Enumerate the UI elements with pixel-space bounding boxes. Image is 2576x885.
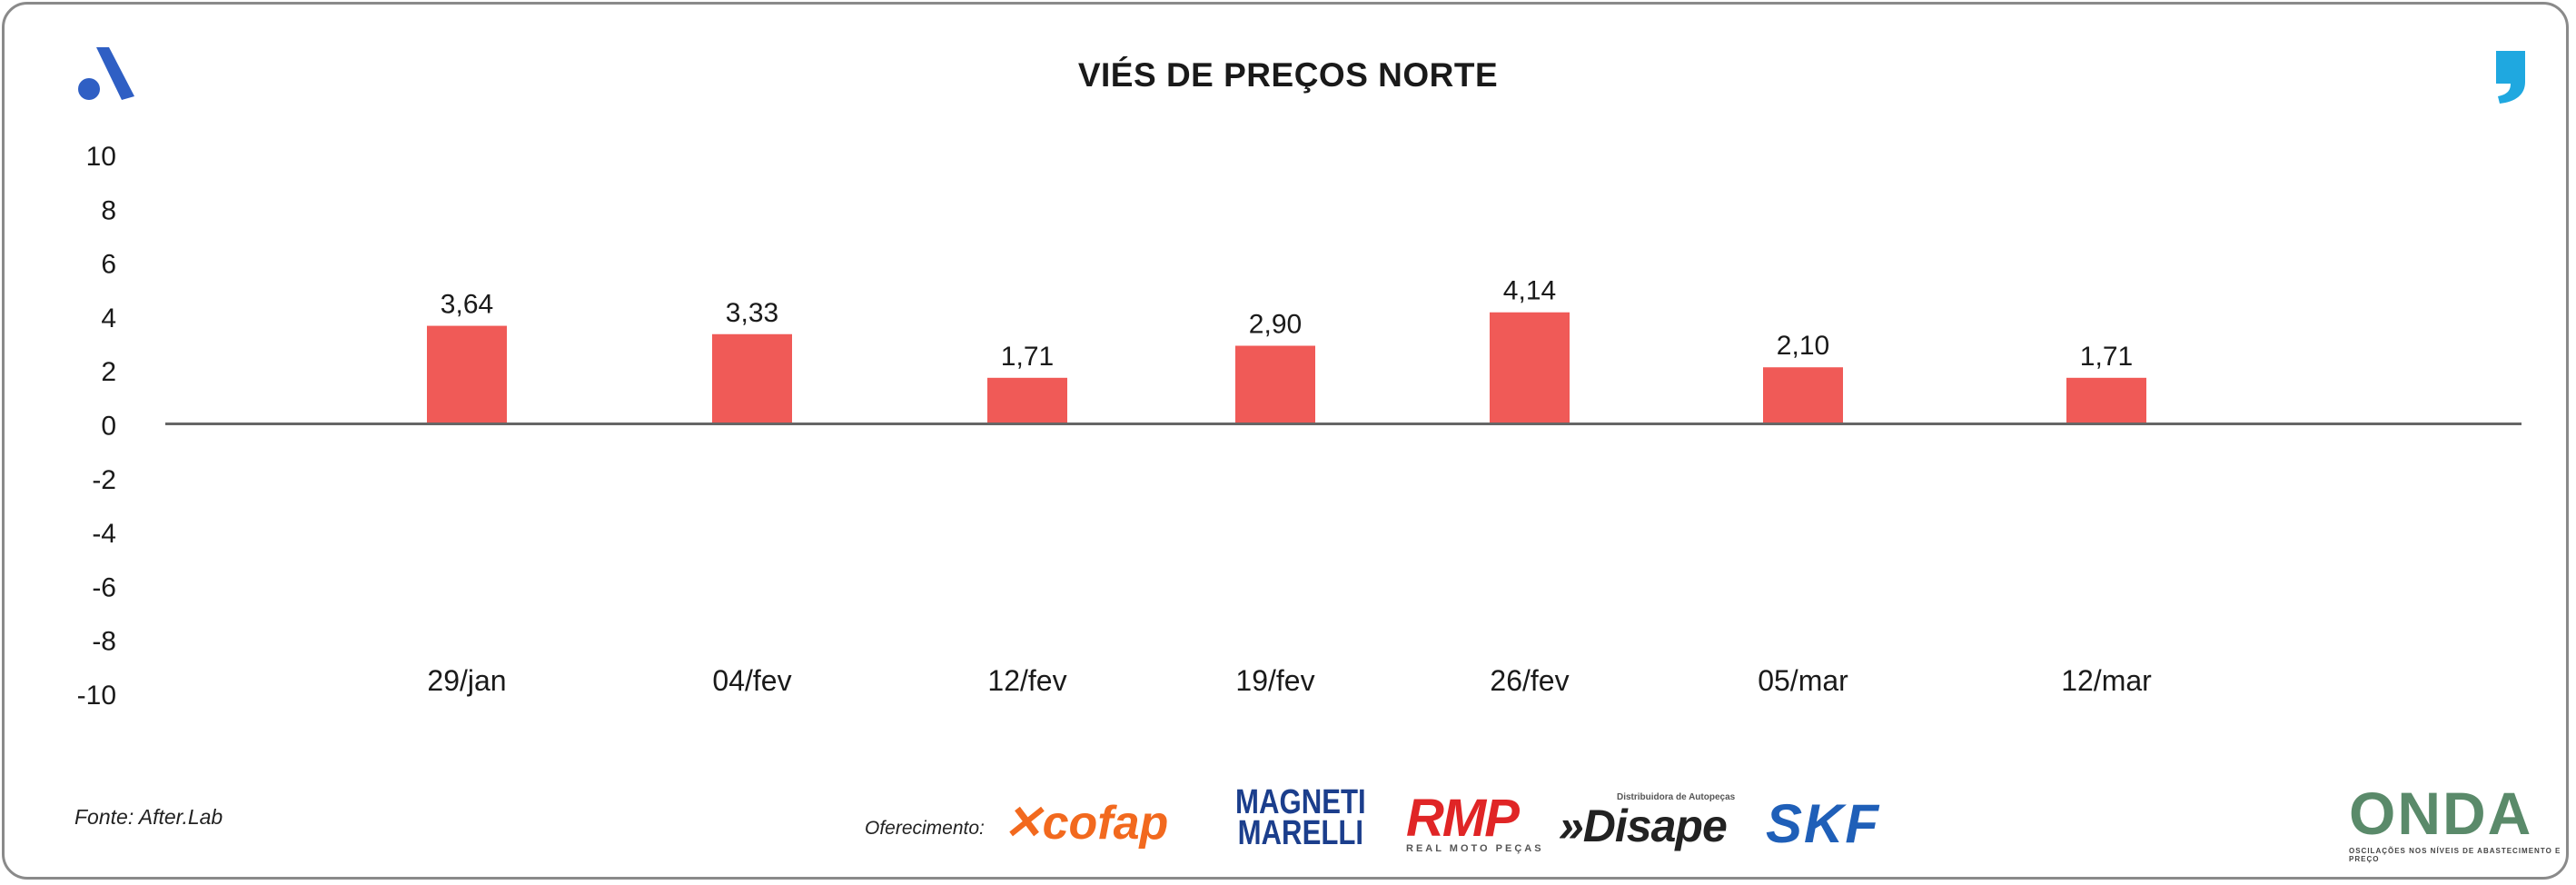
onda-wordmark: ONDA: [2349, 780, 2533, 847]
data-label: 4,14: [1503, 276, 1556, 306]
quote-comma-icon: [2496, 51, 2525, 104]
cofap-logo: ✕cofap: [1003, 796, 1168, 850]
data-label: 1,71: [1001, 342, 1054, 372]
cofap-mark-icon: ✕: [1003, 797, 1043, 850]
chart-title: VIÉS DE PREÇOS NORTE: [1077, 56, 1499, 94]
y-tick-label: 6: [101, 250, 116, 280]
source-note: Fonte: After.Lab: [74, 805, 223, 829]
skf-logo: SKF: [1766, 793, 1880, 854]
magneti-line2: MARELLI: [1237, 814, 1364, 852]
y-tick-label: -4: [92, 519, 116, 549]
x-tick-label: 04/fev: [712, 664, 791, 697]
data-label: 2,10: [1777, 331, 1829, 361]
disape-wordmark: »Disape: [1559, 800, 1728, 851]
sponsor-label: Oferecimento:: [865, 818, 985, 839]
y-tick-label: -2: [92, 465, 116, 495]
y-tick-label: -8: [92, 627, 116, 657]
x-tick-label: 26/fev: [1490, 664, 1569, 697]
y-tick-label: -6: [92, 572, 116, 602]
data-label: 3,33: [726, 298, 778, 328]
data-label: 1,71: [2080, 342, 2133, 372]
y-tick-label: -10: [77, 681, 116, 711]
cofap-wordmark: cofap: [1042, 797, 1169, 850]
bar: [2066, 377, 2146, 424]
rmp-tagline: REAL MOTO PEÇAS: [1406, 843, 1544, 854]
y-tick-label: 4: [101, 303, 116, 333]
x-tick-label: 29/jan: [427, 664, 506, 697]
magneti-marelli-logo: MAGNETI MARELLI: [1235, 783, 1366, 852]
bar: [1490, 312, 1570, 424]
y-tick-label: 8: [101, 195, 116, 225]
bar: [1763, 367, 1843, 424]
x-tick-label: 12/fev: [987, 664, 1066, 697]
onda-tagline: OSCILAÇÕES NOS NÍVEIS DE ABASTECIMENTO E…: [2349, 847, 2561, 863]
y-tick-label: 2: [101, 357, 116, 387]
y-tick-label: 0: [101, 412, 116, 442]
rmp-logo: RMP REAL MOTO PEÇAS: [1406, 789, 1544, 855]
disape-logo: Distribuidora de Autopeças »Disape: [1559, 792, 1735, 850]
magneti-line1: MAGNETI: [1235, 783, 1366, 821]
bar: [427, 325, 507, 424]
rmp-wordmark: RMP: [1406, 789, 1520, 848]
x-tick-label: 19/fev: [1235, 664, 1314, 697]
bar: [712, 333, 792, 424]
data-label: 2,90: [1249, 310, 1302, 340]
onda-logo: ONDA OSCILAÇÕES NOS NÍVEIS DE ABASTECIME…: [2349, 783, 2576, 863]
y-tick-label: 10: [86, 142, 116, 172]
x-tick-label: 12/mar: [2061, 664, 2152, 697]
bar: [987, 377, 1067, 424]
bar: [1235, 345, 1315, 424]
brand-a-icon: [78, 47, 134, 100]
data-label: 3,64: [441, 290, 493, 320]
x-tick-label: 05/mar: [1758, 664, 1848, 697]
disape-tagline: Distribuidora de Autopeças: [1617, 792, 1736, 802]
